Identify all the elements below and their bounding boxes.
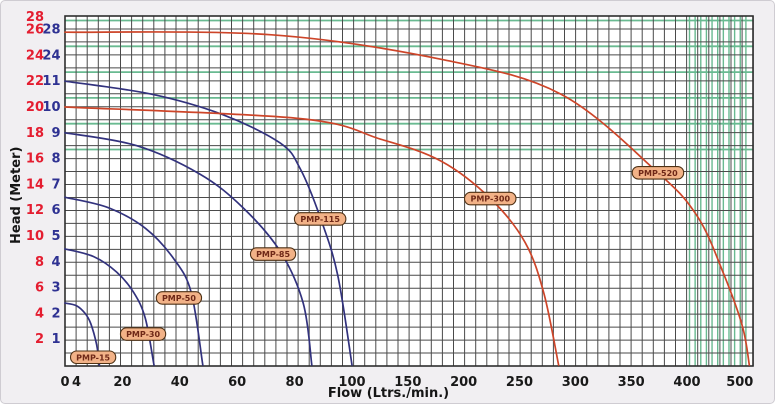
x-tick: 4 bbox=[72, 375, 81, 390]
y-tick-red: 4 bbox=[35, 306, 44, 321]
x-tick: 350 bbox=[618, 375, 645, 390]
y-tick-red: 18 bbox=[26, 126, 44, 141]
curve-pmp-520 bbox=[64, 31, 751, 366]
y-axis-title: Head (Meter) bbox=[9, 146, 24, 244]
curve-label-pmp-115: PMP-115 bbox=[293, 212, 347, 226]
x-tick: 300 bbox=[562, 375, 589, 390]
curve-label-pmp-15: PMP-15 bbox=[69, 350, 117, 365]
y-tick-blue: 9 bbox=[51, 126, 60, 141]
y-tick-blue: 10 bbox=[42, 100, 60, 115]
x-tick: 400 bbox=[673, 375, 700, 390]
y-tick-blue: 28 bbox=[42, 23, 60, 38]
y-tick-blue: 11 bbox=[42, 74, 60, 89]
y-tick-red: 12 bbox=[26, 203, 44, 218]
curve-pmp-300 bbox=[64, 106, 560, 366]
curve-label-pmp-30: PMP-30 bbox=[119, 327, 167, 341]
x-tick: 100 bbox=[338, 375, 365, 390]
x-tick: 20 bbox=[113, 375, 131, 390]
y-tick-blue: 1 bbox=[51, 332, 60, 347]
plot-border bbox=[64, 15, 754, 367]
x-tick: 200 bbox=[450, 375, 477, 390]
x-tick: 500 bbox=[726, 375, 753, 390]
x-tick: 40 bbox=[171, 375, 189, 390]
curve-label-pmp-300: PMP-300 bbox=[463, 191, 517, 206]
x-tick: 0 bbox=[60, 375, 69, 390]
curve-label-pmp-85: PMP-85 bbox=[249, 247, 297, 261]
curve-pmp-30 bbox=[64, 248, 155, 366]
x-tick: 80 bbox=[286, 375, 304, 390]
y-tick-blue: 6 bbox=[51, 203, 60, 218]
y-tick-blue: 7 bbox=[51, 177, 60, 192]
svg-text:PMP-15: PMP-15 bbox=[76, 353, 110, 362]
y-tick-red: 24 bbox=[26, 48, 44, 63]
x-tick: 150 bbox=[394, 375, 421, 390]
y-tick-blue: 4 bbox=[51, 255, 60, 270]
y-tick-blue: 5 bbox=[51, 229, 60, 244]
y-tick-red: 2 bbox=[35, 332, 44, 347]
y-tick-red: 28 bbox=[26, 10, 44, 25]
y-tick-red: 20 bbox=[26, 100, 44, 115]
y-tick-red: 8 bbox=[35, 255, 44, 270]
svg-text:PMP-300: PMP-300 bbox=[470, 195, 510, 204]
x-axis-title: Flow (Ltrs./min.) bbox=[327, 386, 450, 401]
y-tick-red: 22 bbox=[26, 74, 44, 89]
y-tick-red: 10 bbox=[26, 229, 44, 244]
y-tick-blue: 2 bbox=[51, 306, 60, 321]
curve-pmp-85 bbox=[64, 131, 313, 366]
svg-text:PMP-115: PMP-115 bbox=[300, 215, 340, 224]
curve-pmp-15 bbox=[64, 302, 101, 366]
y-tick-red: 26 bbox=[26, 23, 44, 38]
curve-pmp-115 bbox=[64, 80, 353, 366]
svg-text:PMP-50: PMP-50 bbox=[162, 294, 196, 303]
curve-label-pmp-50: PMP-50 bbox=[155, 291, 203, 305]
svg-text:PMP-30: PMP-30 bbox=[126, 330, 160, 339]
y-tick-red: 16 bbox=[26, 152, 44, 167]
y-tick-red: 14 bbox=[26, 177, 44, 192]
curve-label-pmp-520: PMP-520 bbox=[631, 165, 685, 180]
y-tick-red: 6 bbox=[35, 281, 44, 296]
svg-text:PMP-85: PMP-85 bbox=[256, 250, 290, 259]
x-tick: 60 bbox=[228, 375, 246, 390]
x-tick: 250 bbox=[506, 375, 533, 390]
y-tick-blue: 8 bbox=[51, 152, 60, 167]
y-tick-blue: 24 bbox=[42, 48, 60, 63]
svg-text:PMP-520: PMP-520 bbox=[638, 169, 678, 178]
y-tick-blue: 3 bbox=[51, 281, 60, 296]
